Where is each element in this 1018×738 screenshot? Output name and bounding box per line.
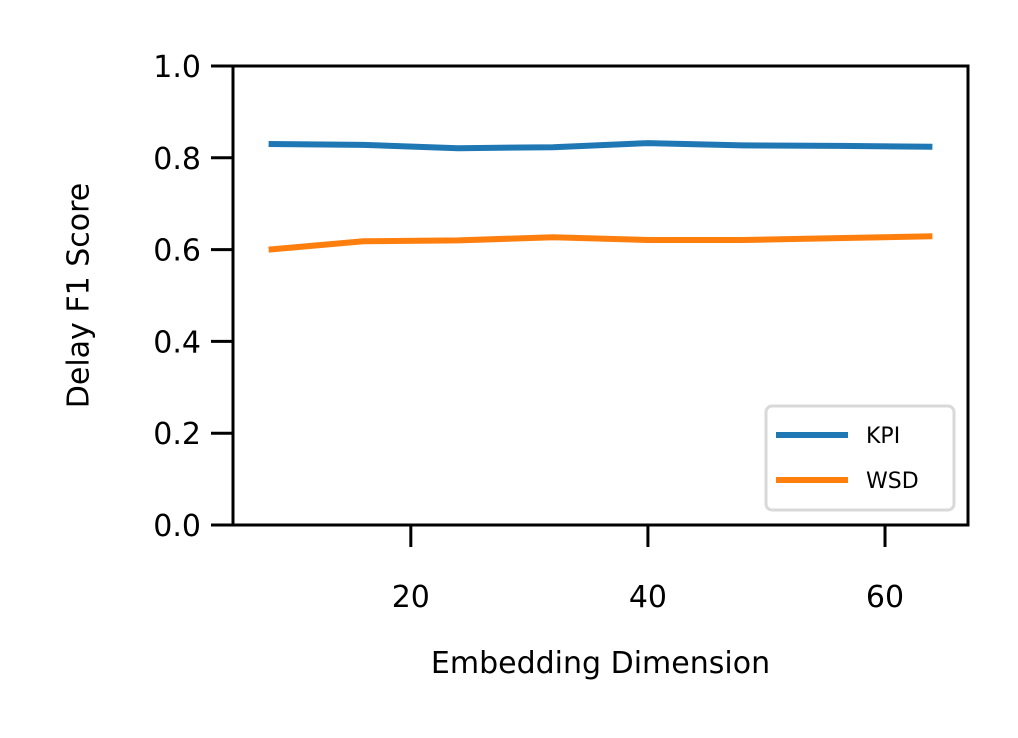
y-axis-ticks: 0.0 0.2 0.4 0.6 0.8 1.0 — [153, 50, 233, 544]
x-axis-ticks: 20 40 60 — [392, 525, 904, 615]
y-tick-label: 0.2 — [153, 417, 201, 452]
y-tick-label: 1.0 — [153, 50, 201, 85]
series-line-wsd — [268, 233, 933, 253]
y-axis-label: Delay F1 Score — [62, 183, 97, 408]
plot-frame — [231, 64, 970, 527]
x-axis-label: Embedding Dimension — [431, 646, 770, 681]
y-tick-label: 0.0 — [153, 509, 201, 544]
legend-box — [764, 404, 956, 512]
y-tick-label: 0.6 — [153, 234, 201, 269]
x-tick-label: 40 — [629, 580, 667, 615]
legend-label-kpi: KPI — [866, 424, 900, 449]
x-tick-label: 60 — [866, 580, 904, 615]
y-tick-label: 0.8 — [153, 142, 201, 177]
legend-label-wsd: WSD — [866, 469, 919, 494]
y-tick-label: 0.4 — [153, 325, 201, 360]
x-tick-label: 20 — [392, 580, 430, 615]
series-line-kpi — [268, 140, 933, 152]
legend: KPI WSD — [764, 404, 956, 512]
plot-lines — [268, 140, 933, 253]
